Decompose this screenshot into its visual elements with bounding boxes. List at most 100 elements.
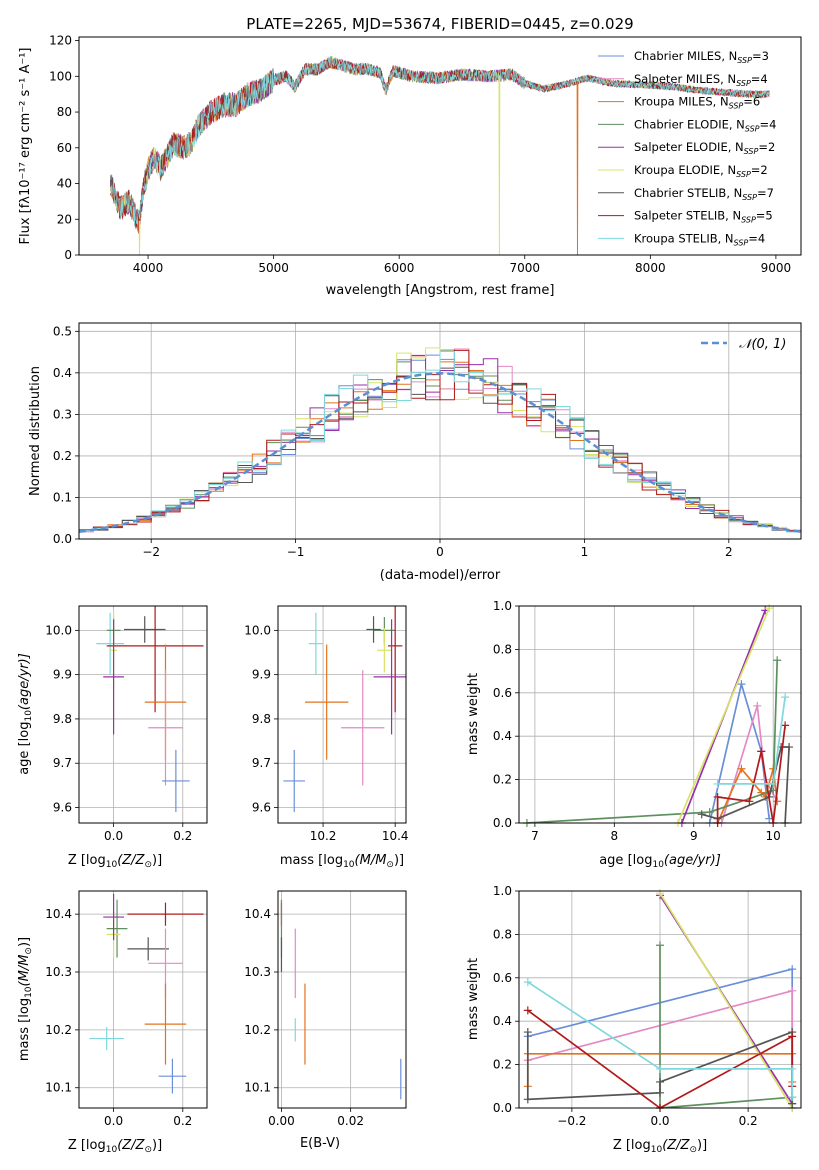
y-tick-label: 0.8 <box>493 927 512 941</box>
y-tick-label: 0.0 <box>493 816 512 830</box>
x-tick-label: 0.02 <box>337 1114 364 1128</box>
spectrum-panel: PLATE=2265, MJD=53674, FIBERID=0445, z=0… <box>18 15 802 298</box>
y-tick-label: 9.9 <box>53 668 72 682</box>
y-tick-label: 9.8 <box>53 712 72 726</box>
axes-frame <box>78 605 208 824</box>
y-tick-label: 9.7 <box>53 756 72 770</box>
x-tick-label: 9 <box>690 829 698 843</box>
legend-label: Chabrier STELIB, NSSP=7 <box>634 186 774 202</box>
x-tick-label: 0.00 <box>268 1114 295 1128</box>
y-tick-label: 10.3 <box>45 965 72 979</box>
y-tick-label: 10.4 <box>244 907 271 921</box>
y-tick-label: 10.2 <box>45 1023 72 1037</box>
y-tick-label: 10.3 <box>244 965 271 979</box>
x-tick-label: 0.2 <box>739 1114 758 1128</box>
weight-age-ylabel: mass weight <box>466 673 481 755</box>
weight-line-kroupa-elodie <box>677 607 770 823</box>
weight-marker <box>656 1088 664 1097</box>
weight-line-kroupa-elodie <box>659 892 793 1108</box>
y-tick-label: 0.8 <box>493 642 512 656</box>
legend-label: Kroupa ELODIE, NSSP=2 <box>634 163 768 179</box>
spectrum-plot-area: 4000 5000 6000 7000 8000 9000 0 20 40 60 80 100 120 <box>49 34 802 275</box>
x-tick-label: 0 <box>436 545 444 559</box>
x-tick-label: −2 <box>142 545 160 559</box>
weight-marker <box>737 764 746 773</box>
weight-vs-age-panel: 7 8 9 10 0.0 0.2 0.4 0.6 0.8 1.0 <box>493 599 802 843</box>
y-tick-label: 0.2 <box>493 773 512 787</box>
age-vs-mass-panel: 10.2 10.4 9.6 9.7 9.8 9.9 10.0 <box>244 605 409 843</box>
y-tick-label: 0.6 <box>493 686 512 700</box>
legend-label: Chabrier ELODIE, NSSP=4 <box>634 117 776 133</box>
age-mass-xlabel: mass [log10(M/M⊙)] <box>280 853 404 870</box>
x-tick-label: 10.2 <box>310 829 337 843</box>
y-tick-label: 0.3 <box>53 407 72 421</box>
weight-marker <box>753 701 762 710</box>
spectrum-line-kroupa-stelib <box>110 55 770 226</box>
weight-marker <box>773 797 782 806</box>
y-tick-label: 9.6 <box>53 801 72 815</box>
mass-z-xlabel: Z [log10(Z/Z⊙)] <box>68 1138 162 1155</box>
age-z-ylabel: age [log10(age/yr)] <box>17 653 34 775</box>
weight-line-kroupa-stelib <box>527 981 794 1098</box>
residual-legend: 𝒩(0, 1) <box>701 337 786 352</box>
y-tick-label: 0.5 <box>53 324 72 338</box>
y-tick-label: 0.0 <box>493 1101 512 1115</box>
y-tick-label: 0.4 <box>493 1014 512 1028</box>
mass-vs-ebv-panel: 0.00 0.02 10.1 10.2 10.3 10.4 <box>244 890 407 1128</box>
weight-marker <box>523 1028 532 1037</box>
spectrum-legend: Chabrier MILES, NSSP=3 Salpeter MILES, NS… <box>598 49 776 247</box>
y-tick-label: 0 <box>64 248 72 262</box>
legend-label: Chabrier MILES, NSSP=3 <box>634 49 769 65</box>
x-tick-label: −1 <box>287 545 305 559</box>
weight-marker <box>523 1095 532 1104</box>
x-tick-label: 10 <box>766 829 781 843</box>
weight-vs-metallicity-panel: −0.2 0.0 0.2 0.0 0.2 0.4 0.6 0.8 1.0 <box>493 884 802 1128</box>
axes-frame <box>78 36 802 256</box>
x-tick-label: 0.0 <box>104 1114 123 1128</box>
y-tick-label: 20 <box>57 212 72 226</box>
weight-line-salpeter-stelib <box>527 1009 794 1108</box>
weight-age-xlabel: age [log10(age/yr)] <box>599 853 721 870</box>
axes-frame <box>78 322 802 540</box>
y-tick-label: 1.0 <box>493 884 512 898</box>
weight-line-chabrier-elodie <box>526 660 779 823</box>
weight-marker <box>745 797 754 806</box>
residual-panel: −2 −1 0 1 2 0.0 0.1 0.2 0.3 0.4 0.5 (data-model)/e… <box>28 322 802 583</box>
weight-marker <box>788 986 797 995</box>
weight-marker <box>788 965 797 974</box>
y-tick-label: 10.1 <box>244 1081 271 1095</box>
y-tick-label: 10.4 <box>45 907 72 921</box>
weight-marker <box>737 680 746 689</box>
weight-marker <box>773 656 782 665</box>
weight-marker <box>656 941 664 950</box>
y-tick-label: 40 <box>57 177 72 191</box>
weight-z-xlabel: Z [log10(Z/Z⊙)] <box>613 1138 707 1155</box>
y-tick-label: 9.6 <box>252 801 271 815</box>
y-tick-label: 0.4 <box>493 729 512 743</box>
histogram-kroupa-stelib <box>79 350 801 539</box>
weight-marker <box>656 1064 664 1073</box>
small-panel-labels: Z [log10(Z/Z⊙)] age [log10(age/yr)] mass… <box>17 653 721 1155</box>
y-tick-label: 10.0 <box>244 623 271 637</box>
y-tick-label: 9.8 <box>252 712 271 726</box>
normal-curve <box>79 372 801 533</box>
y-tick-label: 9.7 <box>252 756 271 770</box>
weight-marker <box>769 779 778 788</box>
y-tick-label: 0.2 <box>493 1058 512 1072</box>
spectrum-ylabel: Flux [fλ10⁻¹⁷ erg cm⁻² s⁻¹ A⁻¹] <box>18 48 33 245</box>
weight-marker <box>781 721 790 730</box>
y-tick-label: 80 <box>57 105 72 119</box>
legend-label: Salpeter ELODIE, NSSP=2 <box>634 140 775 156</box>
y-tick-label: 0.6 <box>493 971 512 985</box>
x-tick-label: 1 <box>581 545 589 559</box>
weight-marker <box>757 747 766 756</box>
weight-marker <box>785 743 794 752</box>
residual-plot-area: −2 −1 0 1 2 0.0 0.1 0.2 0.3 0.4 0.5 <box>53 322 802 559</box>
spectrum-dropout <box>498 75 501 255</box>
spectrum-dropout <box>576 80 579 255</box>
y-tick-label: 1.0 <box>493 599 512 613</box>
weight-marker <box>788 1093 797 1102</box>
weight-marker <box>523 978 532 987</box>
weight-marker <box>523 1006 532 1015</box>
